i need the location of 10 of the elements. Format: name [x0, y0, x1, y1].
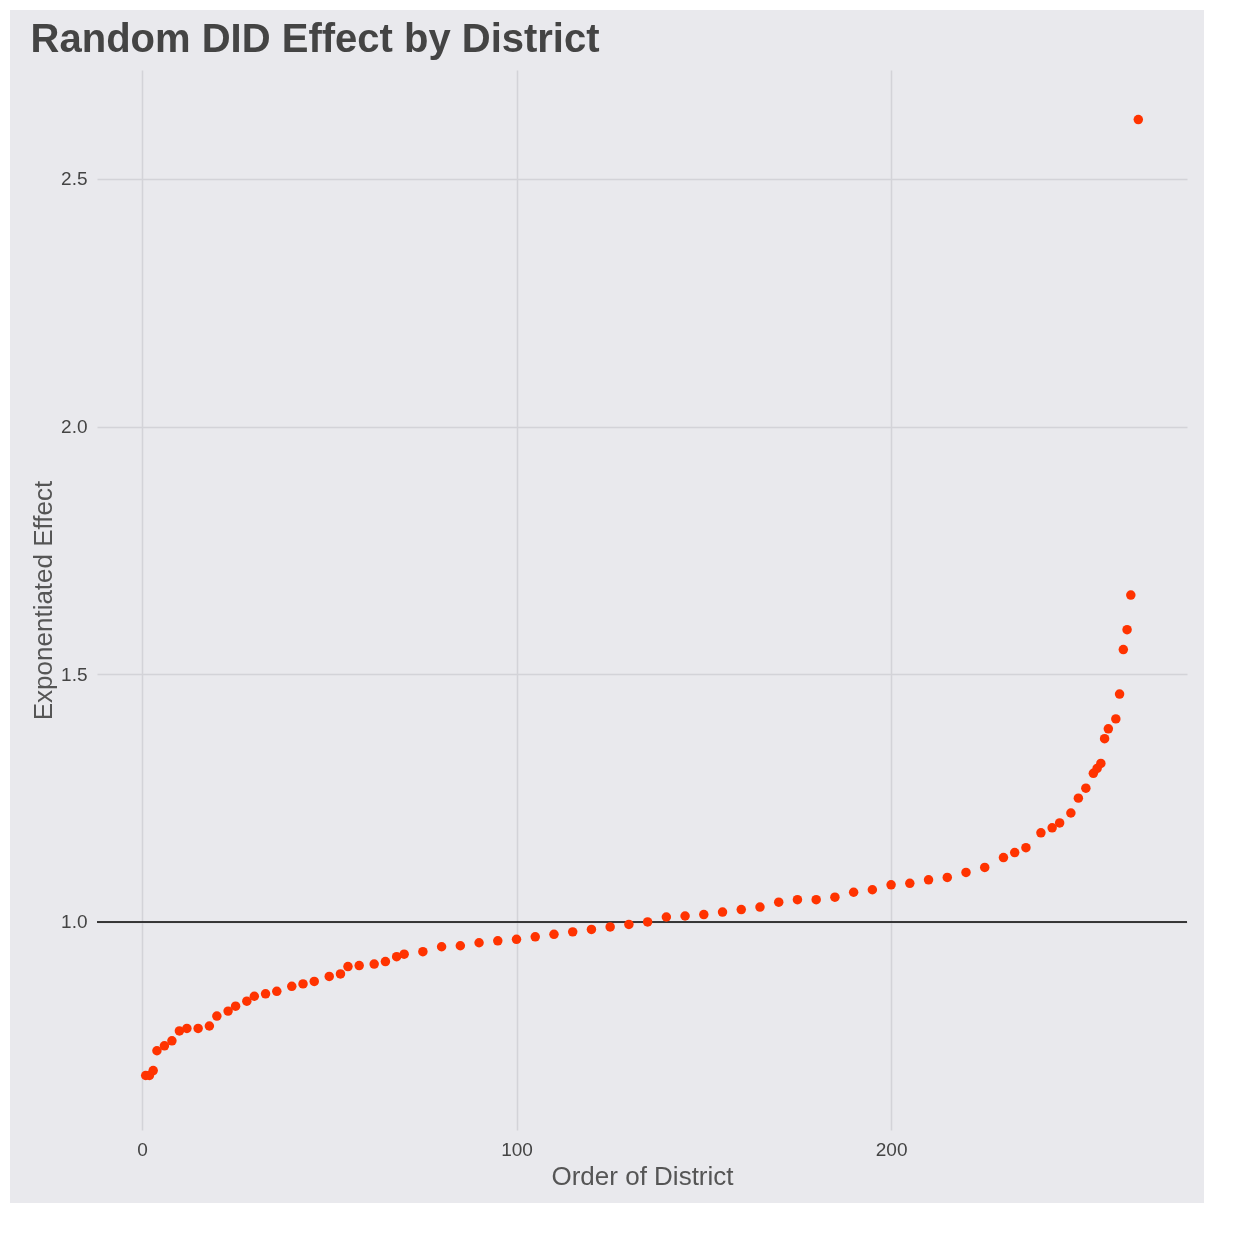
- y-axis-title: Exponentiated Effect: [28, 479, 59, 721]
- x-tick-label: 0: [137, 1138, 148, 1160]
- y-tick-label: 2.5: [61, 168, 88, 190]
- chart-title: Random DID Effect by District: [30, 16, 600, 60]
- x-axis-title: Order of District: [551, 1160, 735, 1191]
- x-tick-label: 200: [875, 1138, 908, 1160]
- x-tick-label: 100: [501, 1138, 533, 1160]
- y-tick-label: 2.0: [61, 416, 88, 438]
- y-tick-label: 1.0: [61, 911, 88, 933]
- y-tick-label: 1.5: [61, 663, 88, 685]
